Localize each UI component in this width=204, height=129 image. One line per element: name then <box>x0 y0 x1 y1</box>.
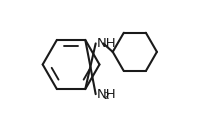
Text: 2: 2 <box>103 92 109 101</box>
Text: NH: NH <box>96 37 116 50</box>
Text: NH: NH <box>96 88 116 101</box>
